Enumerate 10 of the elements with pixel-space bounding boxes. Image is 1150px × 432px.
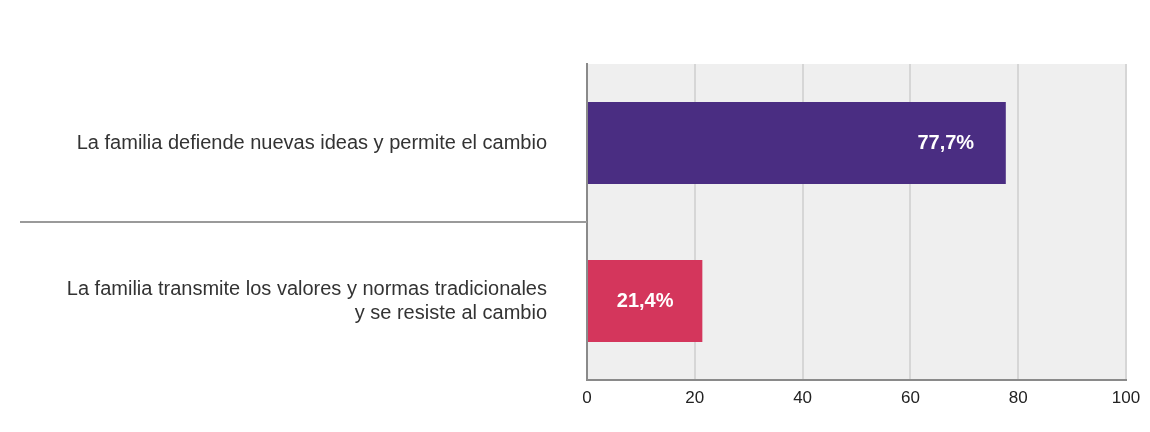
x-tick-label: 100 [1111,387,1141,407]
x-tick-label: 40 [793,387,813,407]
data-label: 21,4% [616,288,674,311]
y-tick-label: La familia transmite los valores y normas tradicionales y se resiste al cambio [66,276,547,323]
data-label: 77,7% [917,130,975,153]
x-tick-label: 80 [1008,387,1028,407]
x-tick-label: 0 [582,387,592,407]
x-tick-label: 20 [685,387,705,407]
x-tick-label: 60 [900,387,920,407]
y-tick-label: La familia defiende nuevas ideas y permite el cambio [76,130,547,153]
